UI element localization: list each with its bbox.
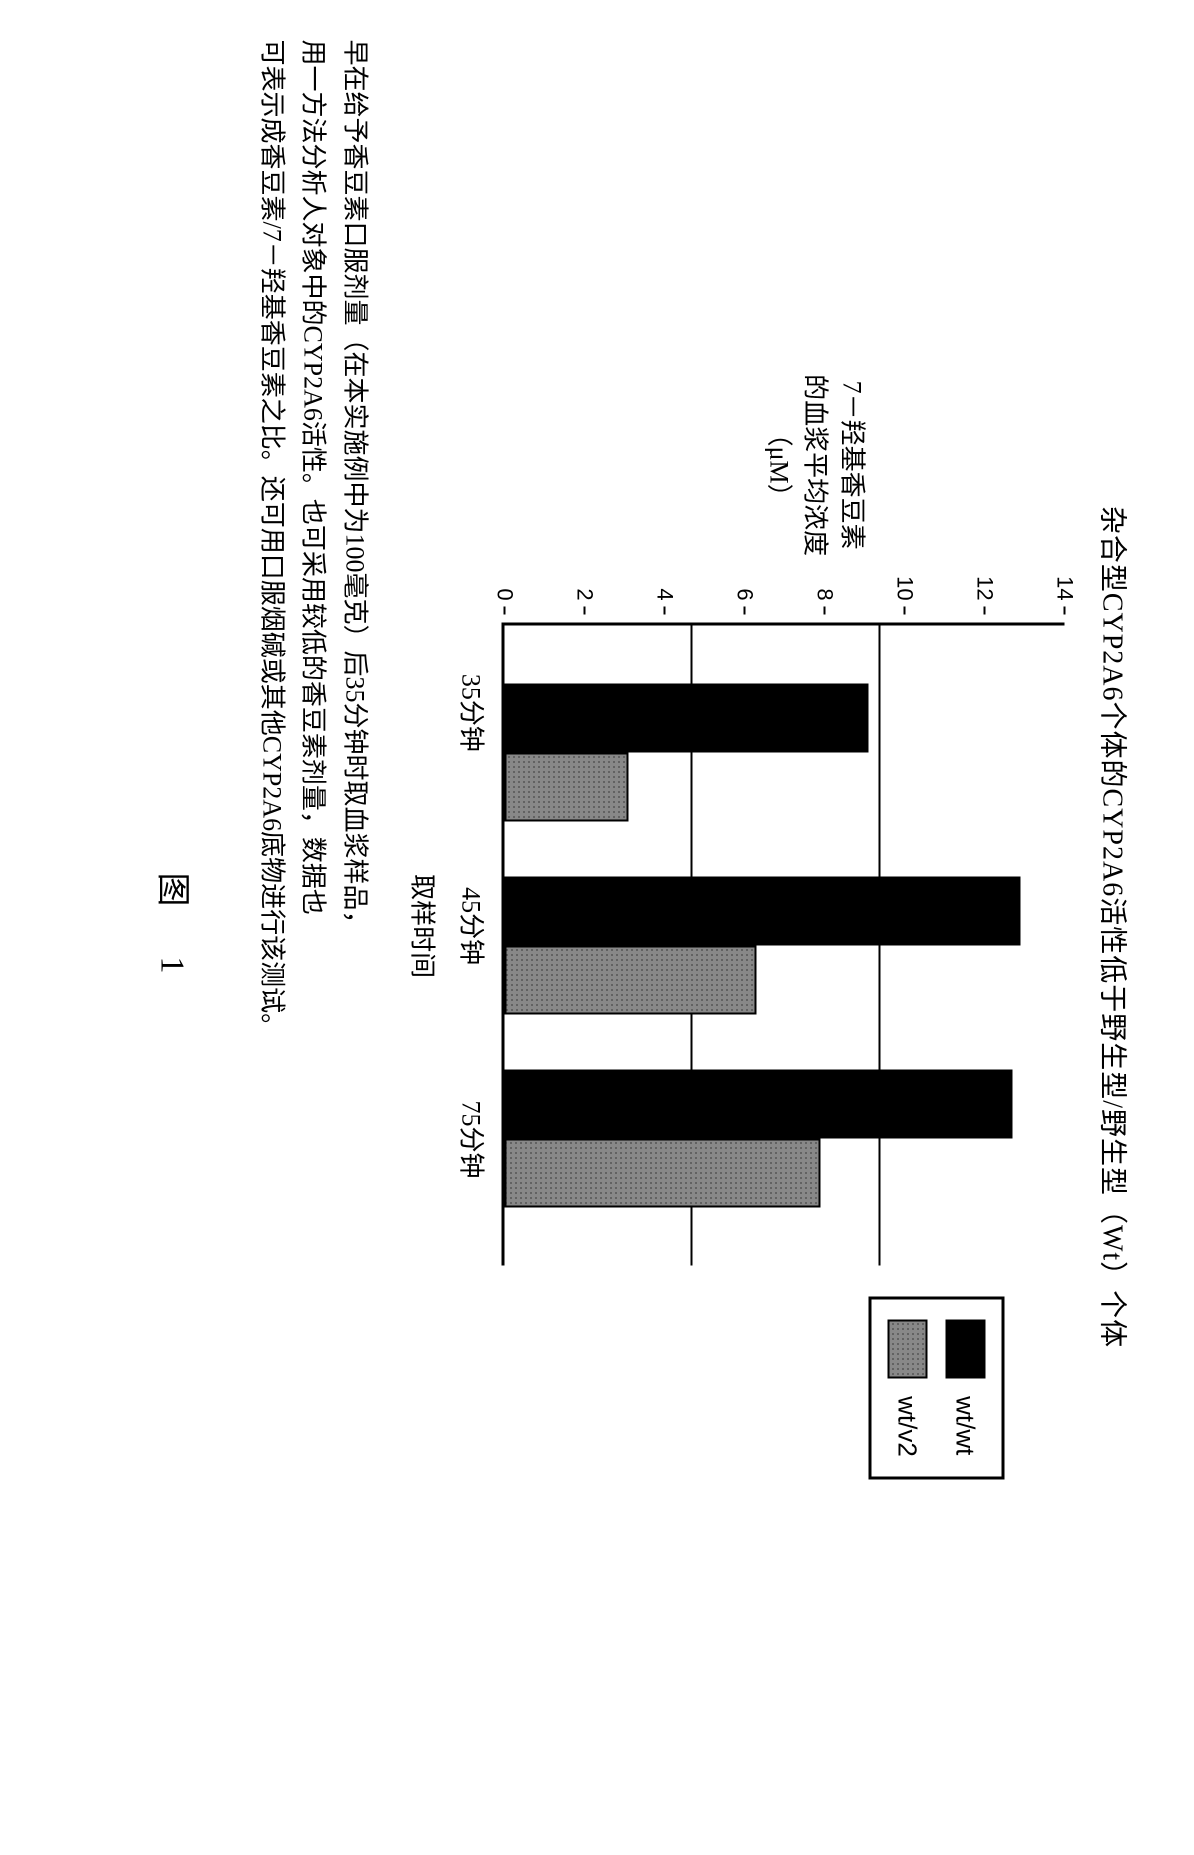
legend-swatch-wt (946, 1319, 986, 1378)
x-tick-label: 35分钟 (455, 674, 492, 752)
bar-wt-45 (505, 877, 1021, 946)
y-axis-label-group: 7－羟基香豆素 的血浆平均浓度 （μM） (565, 374, 1065, 556)
legend: wt/wt wt/v2 (869, 1296, 1005, 1480)
bar-group-45 (505, 877, 1021, 1015)
x-tick-label: 45分钟 (455, 887, 492, 965)
legend-item-v2: wt/v2 (888, 1319, 928, 1457)
bar-wt-35 (505, 683, 869, 752)
caption-line1: 早在给予香豆素口服剂量（在本实施例中为100毫克）后35分钟时取血浆样品， (341, 40, 370, 937)
caption-line2: 用一方法分析人对象中的CYP2A6活性。也可采用较低的香豆素剂量，数据也 (299, 40, 328, 915)
chart-area: 14 12 10 8 6 4 2 0 (502, 576, 1065, 1276)
bar-group-35 (505, 683, 869, 821)
legend-swatch-v2 (888, 1319, 928, 1378)
chart-container: 7－羟基香豆素 的血浆平均浓度 （μM） 14 12 10 8 6 4 2 0 (406, 40, 1065, 1815)
bar-v2-45 (505, 946, 757, 1015)
caption-line3: 可表示成香豆素/7－羟基香豆素之比。还可用口服烟碱或其他CYP2A6底物进行该测… (257, 40, 286, 1040)
figure-number: 图 1 (152, 40, 201, 1815)
x-tick-label: 75分钟 (455, 1100, 492, 1178)
x-axis-title: 取样时间 (406, 576, 443, 1276)
legend-label-wt: wt/wt (950, 1396, 981, 1455)
y-axis-label-1: 7－羟基香豆素 (833, 381, 869, 550)
plot-area (502, 623, 1065, 1266)
bars-container (505, 626, 1065, 1266)
bar-group-75 (505, 1070, 1013, 1208)
y-axis-label-2: 的血浆平均浓度 (796, 374, 832, 556)
legend-label-v2: wt/v2 (892, 1396, 923, 1457)
bar-wt-75 (505, 1070, 1013, 1139)
y-axis-label-3: （μM） (760, 421, 796, 510)
chart-title: 杂合型CYP2A6个体的CYP2A6活性低于野生型/野生型（Wt）个体 (1095, 40, 1135, 1815)
legend-item-wt: wt/wt (946, 1319, 986, 1457)
bar-v2-75 (505, 1139, 821, 1208)
x-axis-labels: 35分钟 45分钟 75分钟 (455, 576, 502, 1276)
y-axis: 14 12 10 8 6 4 2 0 (505, 576, 1065, 622)
caption: 早在给予香豆素口服剂量（在本实施例中为100毫克）后35分钟时取血浆样品， 用一… (251, 40, 376, 1740)
bar-v2-35 (505, 752, 629, 821)
